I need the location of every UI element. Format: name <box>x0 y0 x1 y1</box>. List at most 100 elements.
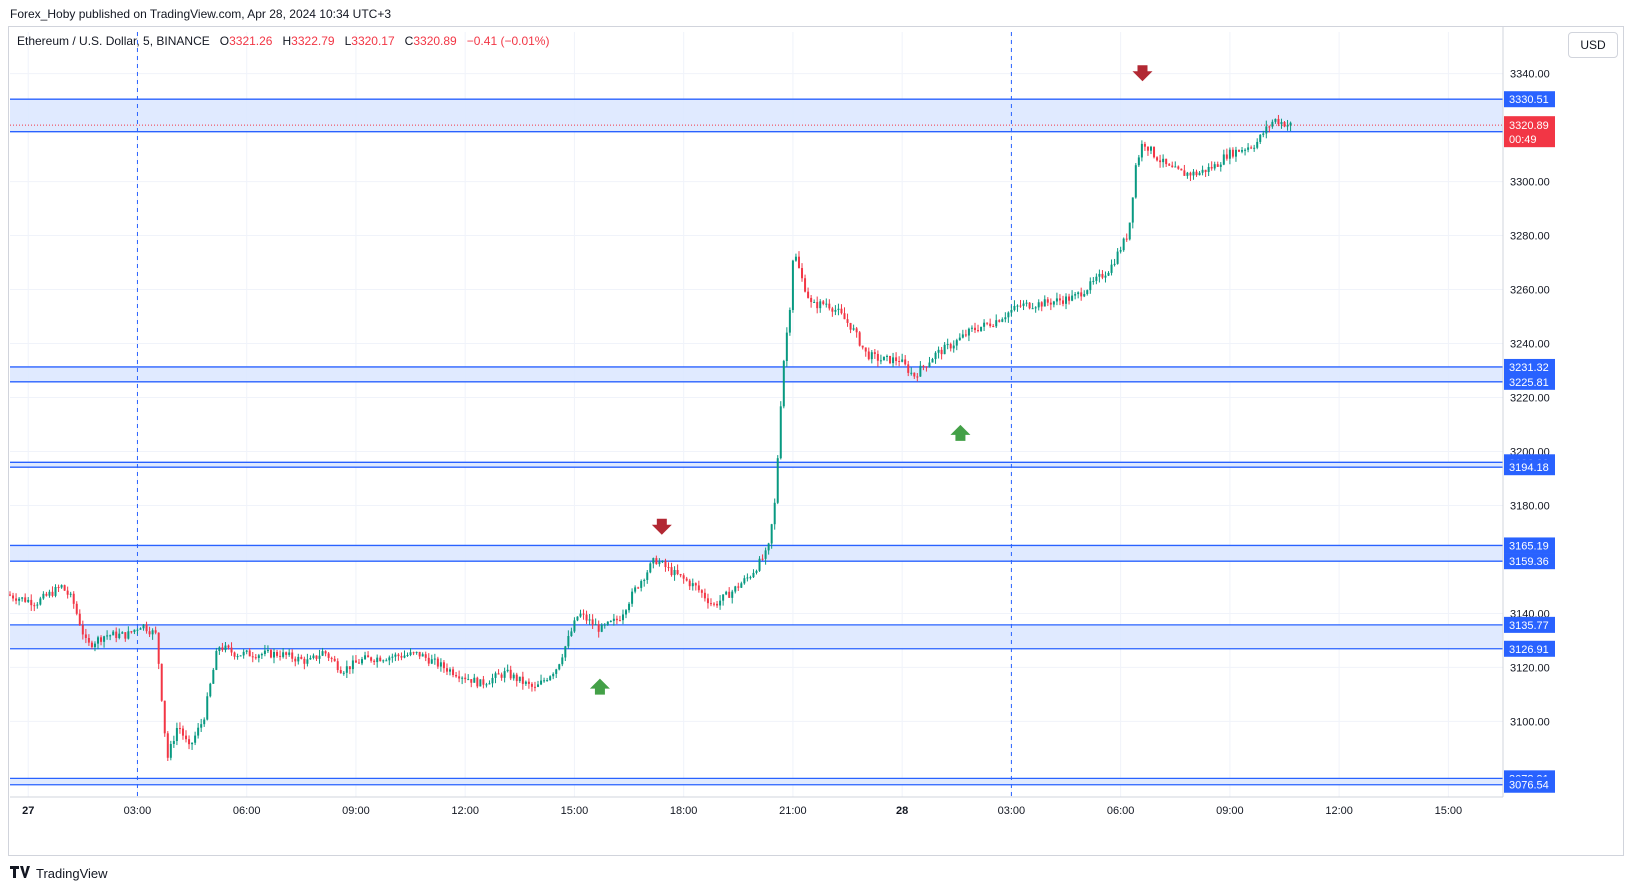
candle-body <box>788 309 791 333</box>
zone-price-label: 3126.91 <box>1509 644 1549 656</box>
candle-body <box>983 322 986 327</box>
candle-body <box>709 603 712 605</box>
candle-body <box>952 345 955 349</box>
candle-body <box>1049 302 1052 305</box>
candle-body <box>813 302 816 304</box>
candle-body <box>989 323 992 327</box>
candle-body <box>500 674 503 678</box>
candle-body <box>506 669 509 672</box>
candle-body <box>206 696 209 720</box>
candle-body <box>291 652 294 659</box>
candle-body <box>439 662 442 667</box>
candle-body <box>919 365 922 377</box>
candle-body <box>776 458 779 503</box>
candle-body <box>1265 126 1268 134</box>
zone-fill <box>10 99 1503 132</box>
candle-body <box>1083 293 1086 297</box>
candle-body <box>749 577 752 579</box>
zone-price-label: 3330.51 <box>1509 94 1549 106</box>
zone-price-label: 3135.77 <box>1509 620 1549 632</box>
candle-body <box>348 666 351 670</box>
candle-body <box>312 655 315 658</box>
candle-body <box>403 655 406 658</box>
candle-body <box>797 256 800 269</box>
candle-body <box>133 629 136 632</box>
candle-body <box>279 655 282 657</box>
candle-body <box>263 650 266 655</box>
candle-body <box>461 677 464 679</box>
candle-body <box>867 351 870 360</box>
candle-body <box>973 327 976 331</box>
candle-body <box>33 605 36 607</box>
candle-body <box>321 651 324 656</box>
candle-body <box>1098 273 1101 277</box>
candle-body <box>342 672 345 674</box>
change-value: −0.41 (−0.01%) <box>466 34 550 48</box>
candle-body <box>415 651 418 653</box>
up-arrow-icon <box>950 424 971 441</box>
candle-body <box>728 591 731 598</box>
candle-body <box>685 578 688 581</box>
down-arrow-icon <box>1132 65 1153 82</box>
candle-body <box>430 659 433 664</box>
candle-body <box>351 660 354 670</box>
candle-body <box>746 577 749 579</box>
candle-body <box>1210 166 1213 169</box>
time-tick-label: 21:00 <box>779 805 807 817</box>
candle-body <box>1222 154 1225 165</box>
candle-body <box>215 650 218 670</box>
candle-body <box>625 610 628 615</box>
candle-body <box>48 591 51 596</box>
candle-body <box>1280 121 1283 125</box>
candle-body <box>394 654 397 657</box>
candle-body <box>691 583 694 587</box>
candle-body <box>115 631 118 639</box>
zone-price-tag <box>1504 616 1555 633</box>
candle-body <box>473 677 476 683</box>
candle-body <box>1086 290 1089 294</box>
candle-body <box>90 642 93 648</box>
candle-body <box>955 340 958 346</box>
candle-body <box>1283 121 1286 127</box>
candle-body <box>1016 305 1019 307</box>
candle-body <box>139 628 142 630</box>
candle-body <box>922 365 925 367</box>
low-label: L <box>344 34 352 48</box>
candle-body <box>807 291 810 298</box>
candle-body <box>251 656 254 658</box>
candle-body <box>643 579 646 582</box>
candle-body <box>882 356 885 361</box>
candle-body <box>1007 312 1010 318</box>
candle-body <box>345 666 348 673</box>
candle-body <box>227 645 230 648</box>
candle-body <box>1253 147 1256 149</box>
candle-body <box>367 655 370 658</box>
zone-fill <box>10 624 1503 649</box>
candle-body <box>212 669 215 684</box>
candle-body <box>181 728 184 736</box>
currency-button[interactable]: USD <box>1568 32 1618 58</box>
candle-body <box>713 603 716 605</box>
candle-body <box>57 586 60 588</box>
candle-body <box>1225 154 1228 159</box>
candle-body <box>175 728 178 742</box>
candle-body <box>943 344 946 355</box>
candle-body <box>679 574 682 576</box>
candle-body <box>1077 292 1080 295</box>
candle-body <box>12 595 15 599</box>
candle-body <box>785 332 788 362</box>
candle-body <box>282 652 285 657</box>
candle-body <box>421 654 424 657</box>
candle-body <box>840 308 843 314</box>
tradingview-brand[interactable]: TradingView <box>10 866 108 881</box>
candle-body <box>555 669 558 674</box>
zone-price-tag <box>1504 91 1555 108</box>
symbol-name: Ethereum / U.S. Dollar, 5, BINANCE <box>17 34 210 48</box>
candle-body <box>361 659 364 664</box>
brand-label: TradingView <box>36 866 108 881</box>
candle-body <box>913 372 916 377</box>
candle-body <box>621 614 624 621</box>
candle-body <box>1274 118 1277 122</box>
candle-body <box>157 632 160 664</box>
